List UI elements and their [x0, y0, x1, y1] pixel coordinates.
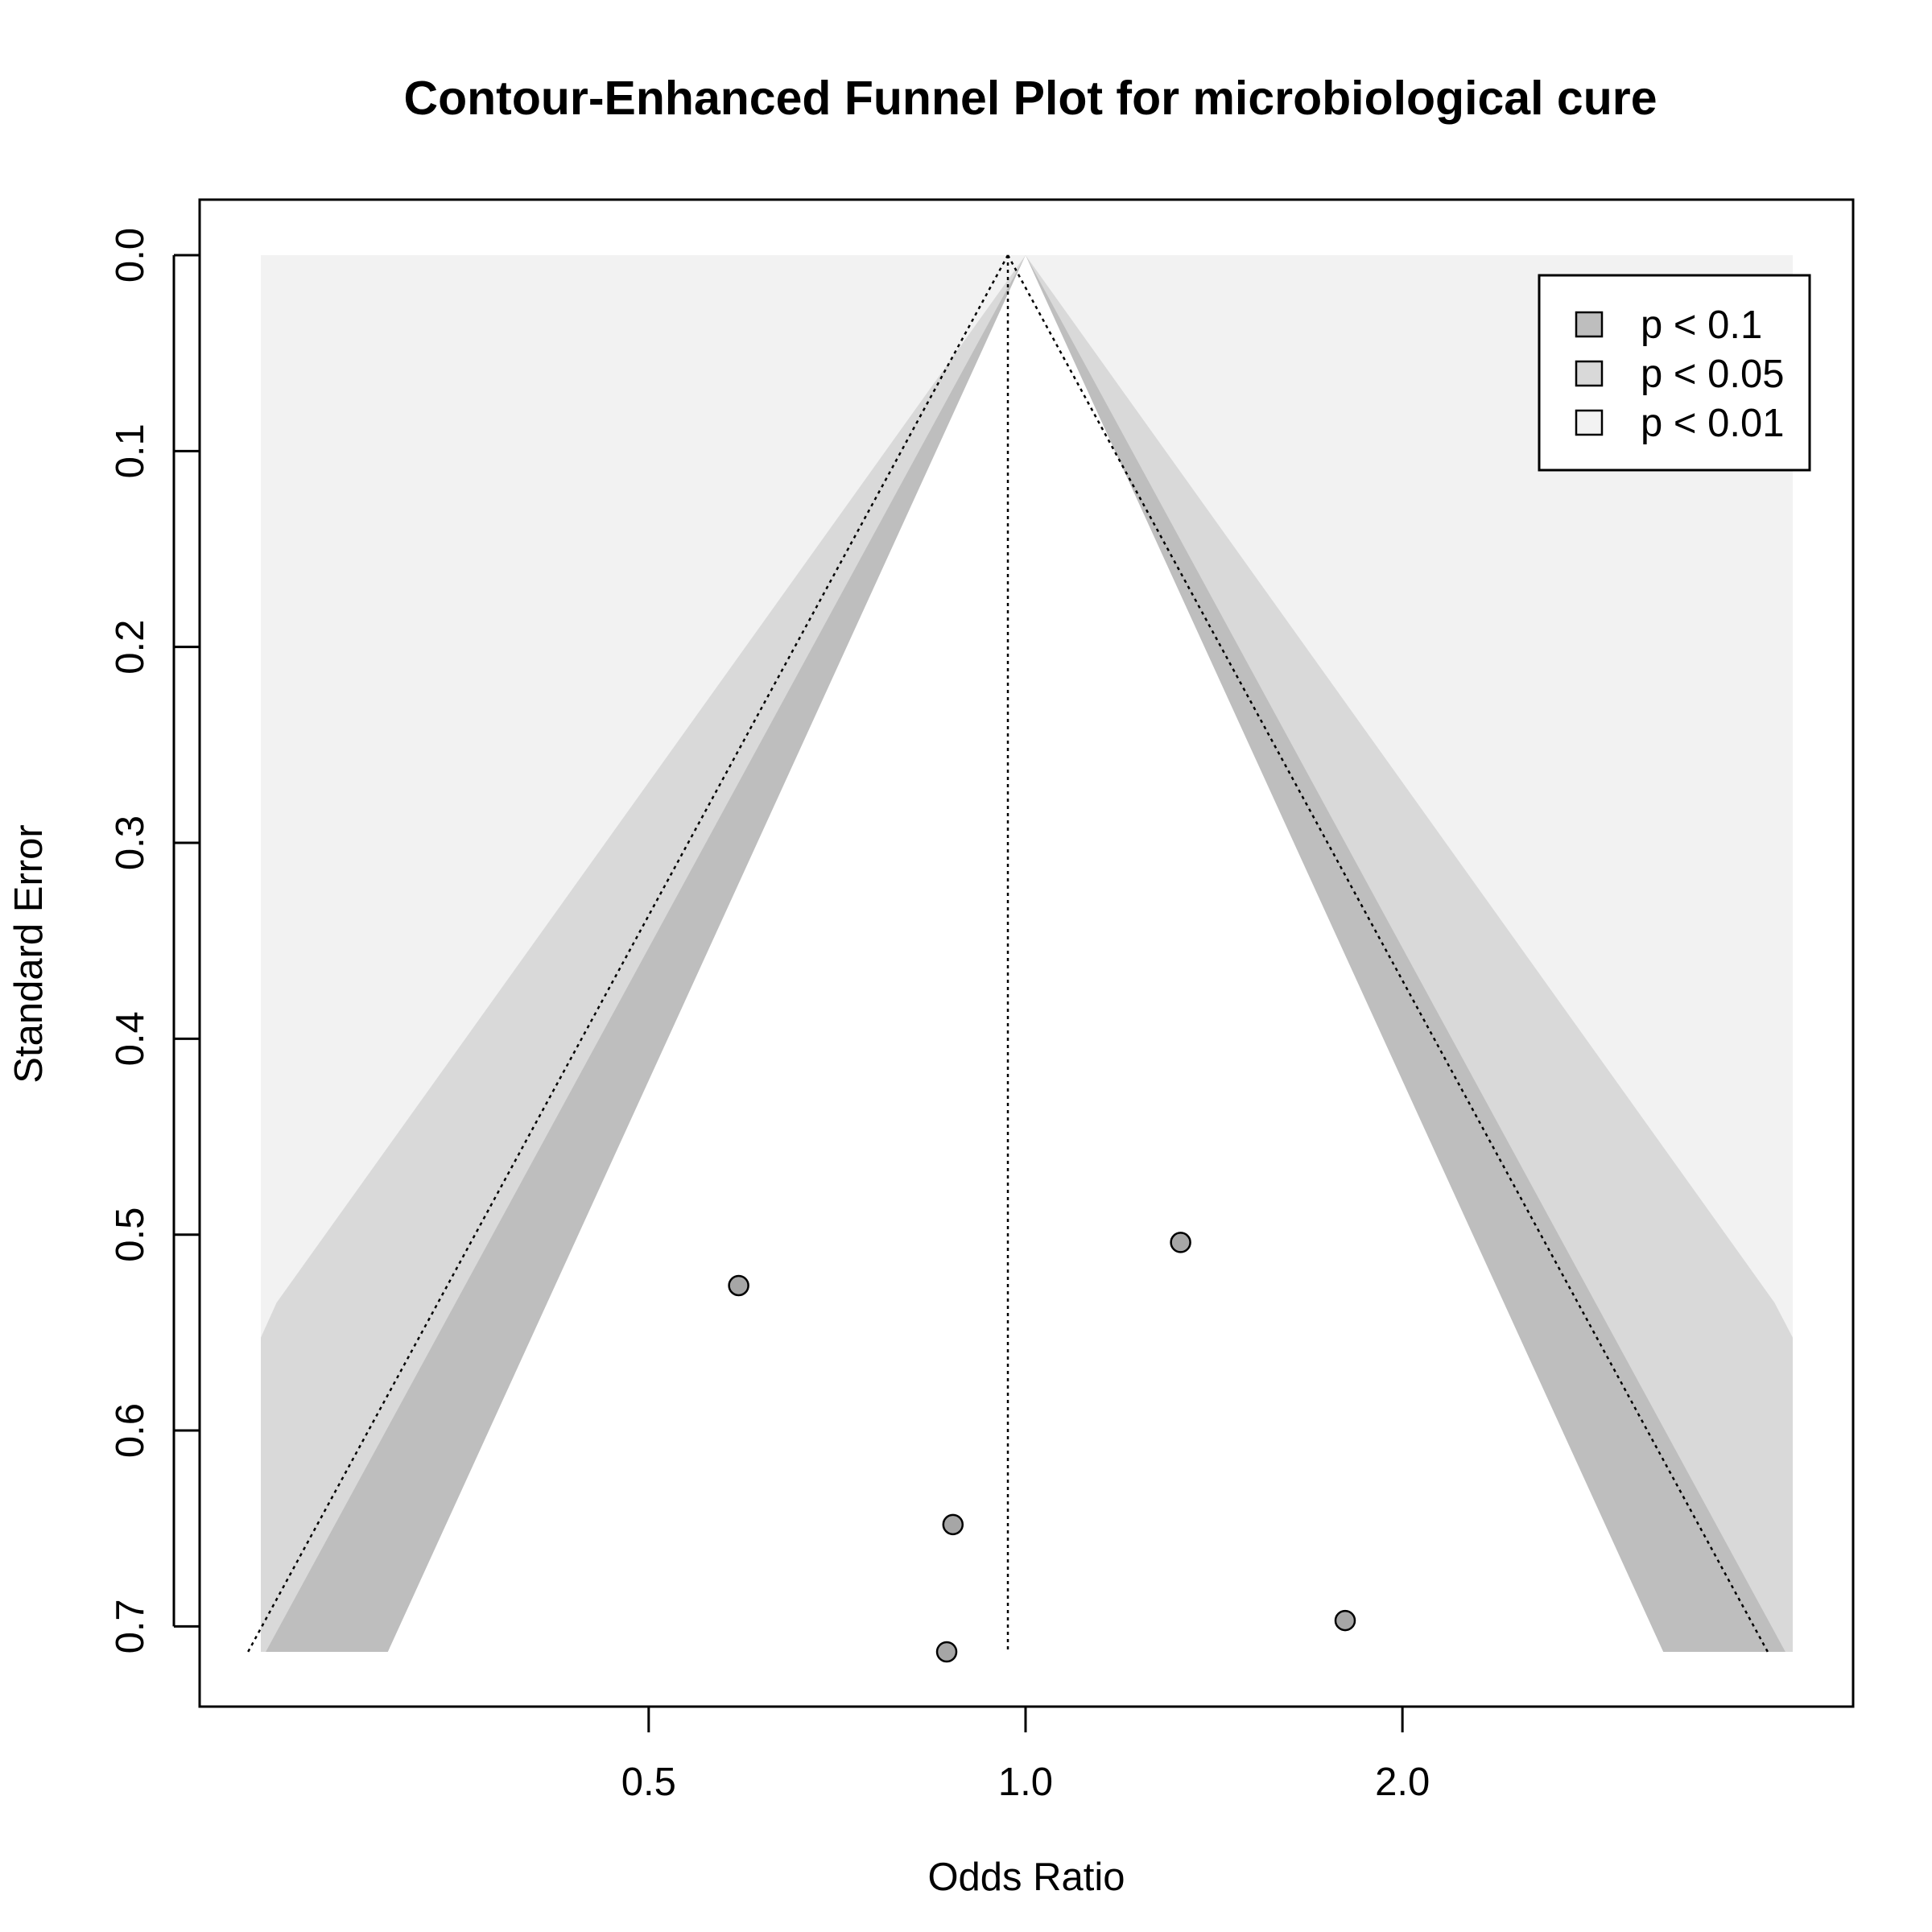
study-point-2	[1170, 1232, 1191, 1253]
x-tick-label: 2.0	[1375, 1761, 1430, 1804]
y-tick-label: 0.1	[109, 423, 152, 478]
legend: p < 0.1 p < 0.05 p < 0.01	[1538, 274, 1811, 472]
legend-label: p < 0.05	[1641, 353, 1784, 396]
y-tick-label: 0.4	[109, 1011, 152, 1066]
chart-title: Contour-Enhanced Funnel Plot for microbi…	[403, 72, 1657, 125]
y-tick-label: 0.0	[109, 228, 152, 283]
x-tick-label: 1.0	[998, 1761, 1053, 1804]
y-axis: 0.0 0.1 0.2 0.3 0.4 0.5 0.6 0.7	[109, 228, 200, 1653]
x-axis-title: Odds Ratio	[927, 1856, 1125, 1899]
contour-region-3	[387, 255, 1664, 1652]
legend-label: p < 0.1	[1641, 303, 1762, 347]
study-point-3	[942, 1513, 964, 1536]
legend-swatch	[1575, 360, 1604, 387]
study-point-4	[1334, 1609, 1356, 1632]
study-point-1	[728, 1274, 749, 1297]
y-tick-label: 0.6	[109, 1403, 152, 1458]
legend-swatch	[1575, 311, 1604, 338]
legend-swatch	[1575, 409, 1604, 436]
y-tick-label: 0.5	[109, 1208, 152, 1262]
legend-label: p < 0.01	[1641, 402, 1784, 445]
x-tick-label: 0.5	[621, 1761, 676, 1804]
x-axis: 0.5 1.0 2.0	[621, 1707, 1430, 1804]
plot-area	[247, 254, 1793, 1663]
y-axis-title: Standard Error	[7, 824, 51, 1083]
y-tick-label: 0.2	[109, 620, 152, 675]
y-tick-label: 0.3	[109, 815, 152, 870]
study-point-5	[935, 1641, 958, 1663]
y-tick-label: 0.7	[109, 1599, 152, 1653]
